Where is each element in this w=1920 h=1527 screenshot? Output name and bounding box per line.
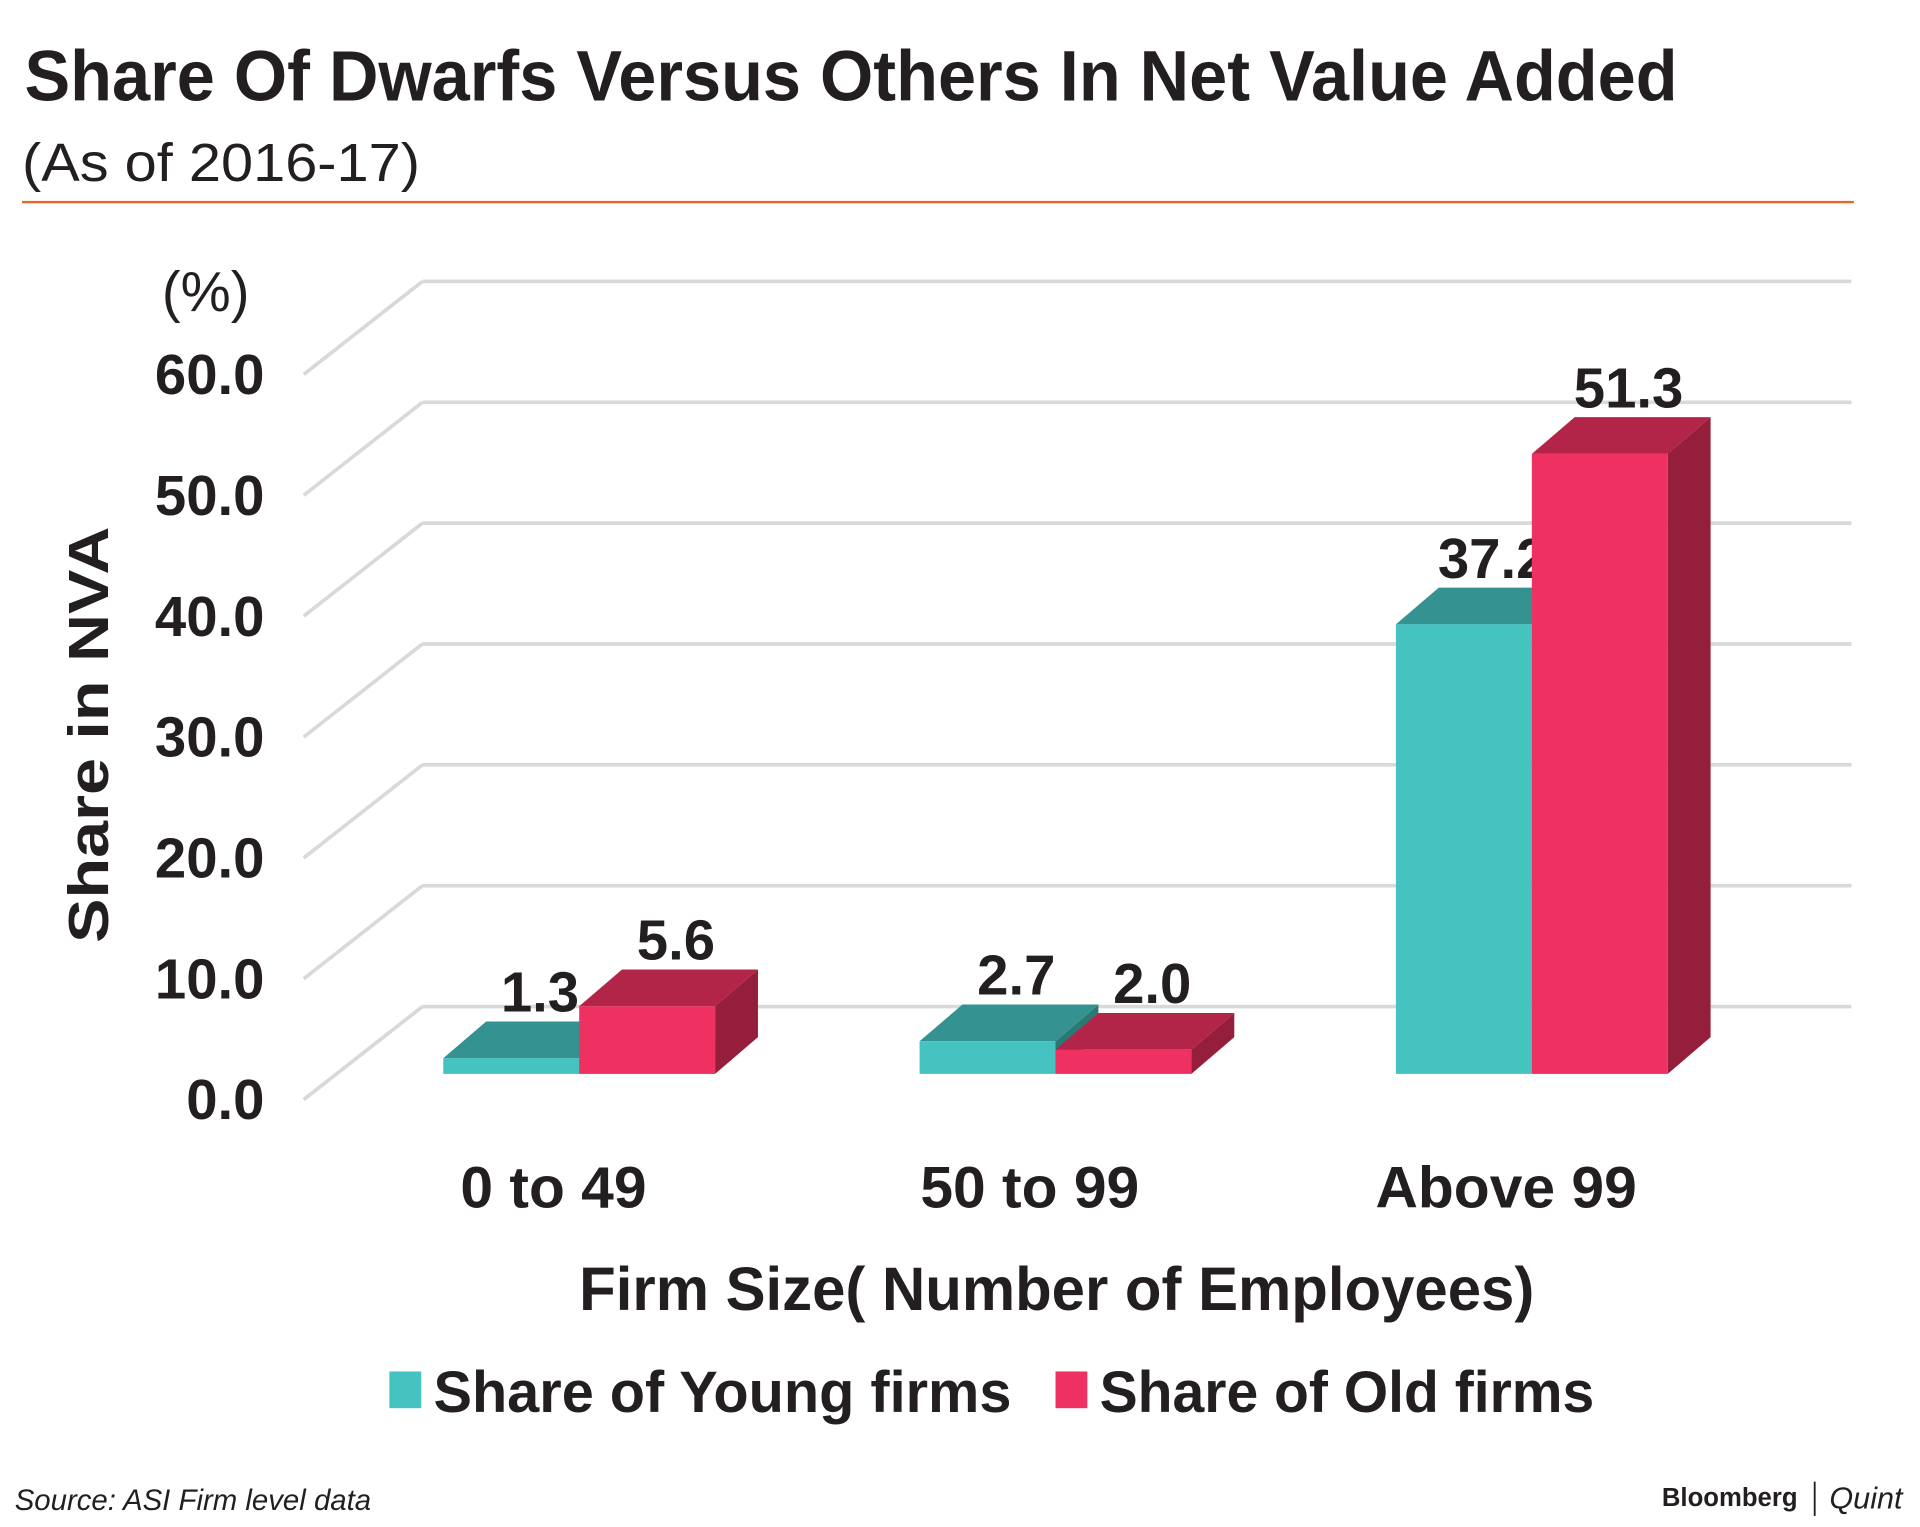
y-tick-label: 0.0 [186, 1068, 264, 1131]
x-tick-label: 0 to 49 [460, 1155, 646, 1220]
data-label: 51.3 [1574, 356, 1684, 419]
data-label: 1.3 [501, 961, 579, 1024]
bar [919, 1041, 1056, 1074]
bar [1055, 1049, 1192, 1074]
bar-top [443, 1021, 623, 1059]
y-tick-label: 40.0 [155, 585, 265, 648]
grid-line [302, 521, 424, 618]
bar [579, 1006, 716, 1074]
legend-label: Share of Young firms [433, 1360, 1011, 1425]
bar-side [1191, 1013, 1235, 1074]
unit-label: (%) [162, 260, 250, 323]
bar-top [1531, 417, 1711, 454]
grid-line [302, 763, 424, 860]
grid-line [302, 1005, 424, 1102]
legend-label: Share of Old firms [1100, 1360, 1595, 1425]
data-label: 2.0 [1113, 952, 1191, 1015]
grid-line [302, 642, 424, 739]
bar-side [1667, 417, 1711, 1074]
y-tick-label: 20.0 [155, 826, 265, 889]
bar-top [1055, 1013, 1235, 1050]
bar-side [715, 969, 758, 1074]
bar-top [1395, 587, 1575, 625]
data-label: 2.7 [977, 944, 1055, 1007]
data-label: 37.2 [1438, 527, 1548, 590]
bar-top [919, 1004, 1099, 1042]
data-label: 5.6 [637, 909, 715, 972]
bar-top [579, 969, 758, 1007]
legend-swatch [1055, 1371, 1088, 1409]
grid-line [302, 884, 424, 981]
brand: Quint [1829, 1482, 1904, 1516]
grid-line [302, 400, 424, 497]
bar [443, 1058, 580, 1074]
bar [1531, 453, 1668, 1074]
chart-subtitle: (As of 2016-17) [22, 133, 420, 193]
x-tick-label: Above 99 [1375, 1155, 1636, 1220]
y-tick-label: 30.0 [155, 706, 265, 769]
y-tick-label: 10.0 [155, 947, 265, 1010]
y-tick-label: 50.0 [155, 464, 265, 527]
grid-line [302, 279, 424, 376]
y-tick-label: 60.0 [155, 343, 265, 406]
bar [1395, 624, 1532, 1074]
legend-swatch [389, 1371, 422, 1409]
chart-title: Share Of Dwarfs Versus Others In Net Val… [24, 37, 1677, 116]
x-axis-title: Firm Size( Number of Employees) [579, 1255, 1534, 1323]
source: Source: ASI Firm level data [15, 1484, 371, 1517]
x-tick-label: 50 to 99 [920, 1155, 1139, 1220]
brand: Bloomberg [1662, 1484, 1798, 1512]
y-axis-title: Share in NVA [57, 527, 120, 943]
